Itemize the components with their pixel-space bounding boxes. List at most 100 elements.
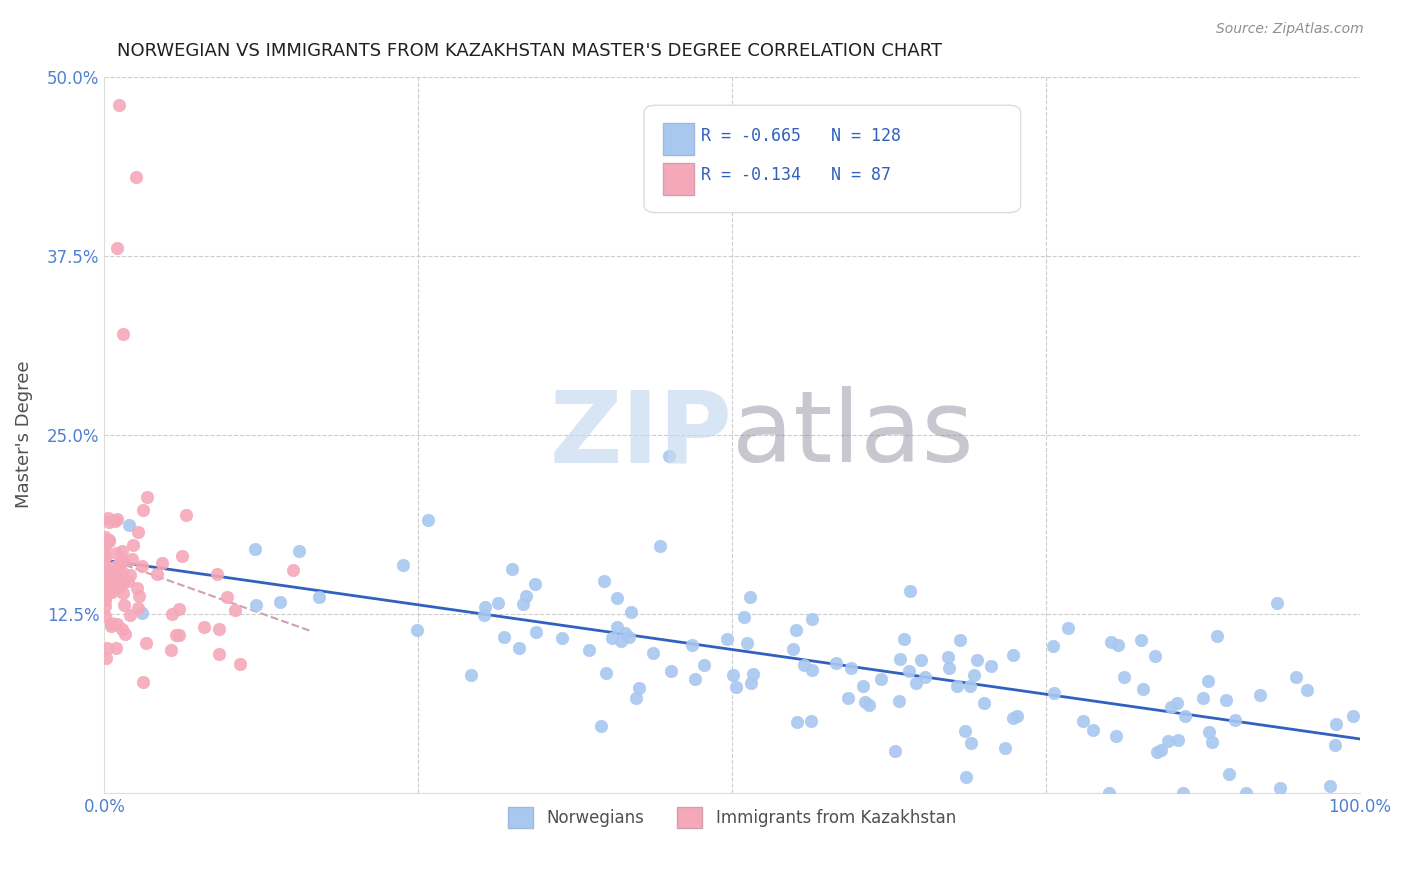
Y-axis label: Master's Degree: Master's Degree — [15, 361, 32, 508]
Point — [1099, 634, 1122, 648]
Point — [405, 624, 427, 638]
Point — [96, 577, 118, 591]
Point — [105, 616, 128, 631]
Point — [512, 598, 534, 612]
Point — [416, 512, 439, 526]
Point — [193, 620, 215, 634]
Point — [801, 611, 824, 625]
Point — [117, 574, 139, 588]
Point — [693, 658, 716, 673]
Point — [96, 568, 118, 582]
Bar — [662, 123, 695, 155]
Point — [1265, 596, 1288, 610]
Point — [94, 593, 117, 607]
Point — [578, 643, 600, 657]
Point — [602, 632, 624, 646]
Point — [515, 589, 537, 603]
Point — [1160, 700, 1182, 714]
Point — [1001, 648, 1024, 662]
Point — [723, 668, 745, 682]
Point — [460, 668, 482, 682]
Point — [308, 591, 330, 605]
Text: R = -0.134   N = 87: R = -0.134 N = 87 — [700, 167, 890, 185]
Point — [948, 633, 970, 648]
Point — [508, 641, 530, 656]
Point — [1149, 742, 1171, 756]
Point — [960, 736, 983, 750]
Point — [1234, 786, 1257, 800]
Point — [104, 567, 127, 582]
Point — [837, 690, 859, 705]
Point — [870, 672, 893, 686]
Point — [103, 576, 125, 591]
Point — [135, 635, 157, 649]
Point — [174, 508, 197, 522]
Point — [1098, 786, 1121, 800]
Point — [628, 681, 651, 695]
Point — [893, 632, 915, 646]
Text: atlas: atlas — [733, 386, 973, 483]
Point — [94, 540, 117, 554]
Point — [97, 511, 120, 525]
Text: NORWEGIAN VS IMMIGRANTS FROM KAZAKHSTAN MASTER'S DEGREE CORRELATION CHART: NORWEGIAN VS IMMIGRANTS FROM KAZAKHSTAN … — [117, 42, 942, 60]
Point — [793, 657, 815, 672]
Point — [101, 585, 124, 599]
Point — [165, 628, 187, 642]
Point — [131, 606, 153, 620]
Text: ZIP: ZIP — [550, 386, 733, 483]
Point — [1223, 713, 1246, 727]
Point — [94, 599, 117, 613]
Point — [94, 651, 117, 665]
Point — [786, 715, 808, 730]
Point — [595, 665, 617, 680]
Point — [624, 690, 647, 705]
Point — [125, 581, 148, 595]
Point — [959, 679, 981, 693]
Point — [1270, 780, 1292, 795]
Point — [740, 676, 762, 690]
Point — [132, 502, 155, 516]
Point — [474, 599, 496, 614]
Point — [103, 568, 125, 582]
Point — [128, 589, 150, 603]
Point — [938, 661, 960, 675]
Point — [107, 563, 129, 577]
Point — [1295, 683, 1317, 698]
Point — [955, 770, 977, 784]
Point — [1198, 725, 1220, 739]
Point — [104, 514, 127, 528]
Point — [245, 542, 267, 557]
Point — [288, 544, 311, 558]
Point — [839, 661, 862, 675]
Point — [735, 636, 758, 650]
Point — [111, 586, 134, 600]
Point — [887, 694, 910, 708]
Point — [1043, 686, 1066, 700]
Point — [1284, 670, 1306, 684]
Point — [96, 640, 118, 655]
Point — [725, 681, 748, 695]
Text: R = -0.665   N = 128: R = -0.665 N = 128 — [700, 127, 901, 145]
Point — [97, 533, 120, 547]
Point — [94, 571, 117, 585]
Point — [1157, 733, 1180, 747]
Point — [160, 607, 183, 622]
Point — [118, 568, 141, 582]
Point — [524, 624, 547, 639]
Point — [641, 647, 664, 661]
Point — [1005, 709, 1028, 723]
Point — [112, 554, 135, 568]
Point — [620, 605, 643, 619]
Point — [229, 657, 252, 671]
Point — [103, 580, 125, 594]
Point — [1130, 632, 1153, 647]
Point — [966, 653, 988, 667]
Point — [93, 566, 115, 580]
Point — [1192, 691, 1215, 706]
Point — [1249, 688, 1271, 702]
Point — [591, 719, 613, 733]
Point — [492, 631, 515, 645]
Point — [523, 577, 546, 591]
Point — [93, 591, 115, 606]
Point — [905, 676, 928, 690]
